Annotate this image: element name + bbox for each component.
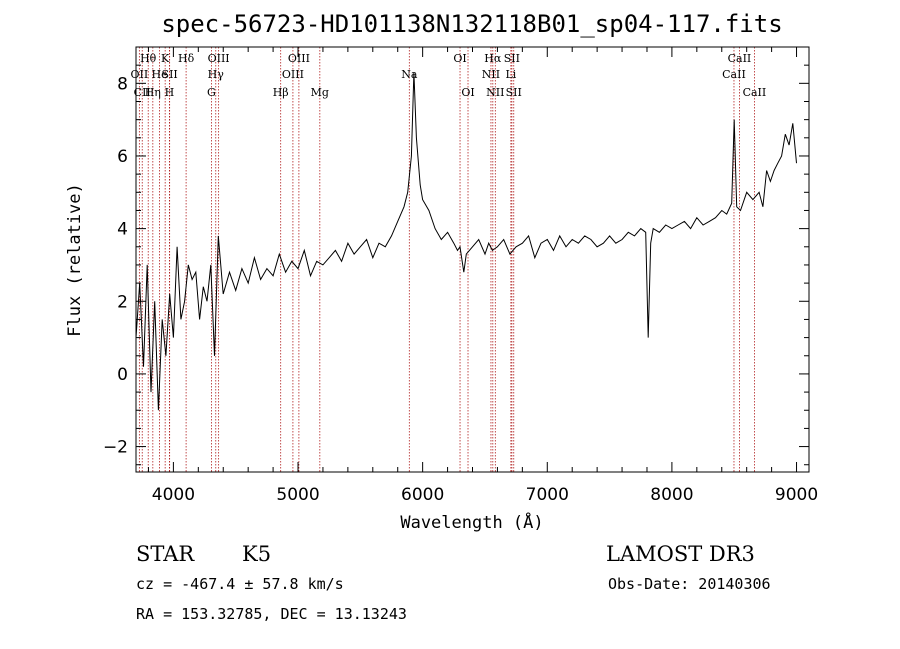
marker-label-4102: Hδ: [178, 52, 195, 65]
marker-label-8662: CaII: [743, 86, 767, 99]
x-tick-label-8000: 8000: [650, 485, 693, 505]
marker-label-6716: SII: [504, 52, 520, 65]
ra-dec-coordinates: RA = 153.32785, DEC = 13.13243: [136, 605, 407, 623]
spectral-line-markers: [138, 47, 755, 472]
marker-label-3968: H: [165, 86, 175, 99]
x-tick-label-5000: 5000: [276, 485, 319, 505]
x-axis-ticks: 4000 5000 6000 7000 8000 9000: [147, 47, 818, 505]
marker-label-3835: Hη: [145, 86, 161, 99]
redshift-cz: cz = -467.4 ± 57.8 km/s: [136, 575, 344, 593]
marker-label-5007: OIII: [288, 52, 310, 65]
marker-label-6364: OI: [461, 86, 474, 99]
marker-label-4340: Hγ: [208, 68, 225, 81]
object-subclass: K5: [242, 542, 271, 566]
marker-label-3889: He: [152, 68, 168, 81]
y-axis-label: Flux (relative): [65, 183, 85, 337]
marker-label-3970: SII: [162, 68, 178, 81]
marker-label-3727: OII: [131, 68, 149, 81]
marker-label-6731: SII: [506, 86, 522, 99]
marker-label-6583: NII: [486, 86, 504, 99]
marker-label-6563: Hα: [484, 52, 502, 65]
marker-label-8542: CaII: [728, 52, 752, 65]
marker-label-6548: NII: [482, 68, 500, 81]
y-tick-label-0: 0: [117, 365, 128, 385]
survey-name: LAMOST DR3: [606, 542, 755, 566]
marker-label-4305: G: [207, 86, 216, 99]
y-tick-label-2: 2: [117, 292, 128, 312]
chart-title: spec-56723-HD101138N132118B01_sp04-117.f…: [161, 10, 782, 38]
x-axis-label: Wavelength (Å): [400, 511, 543, 533]
x-tick-label-6000: 6000: [401, 485, 444, 505]
y-axis-ticks: −2 0 2 4 6 8: [103, 64, 809, 466]
spectrum-series-line: [135, 72, 797, 411]
marker-label-5175: Mg: [311, 86, 329, 99]
x-tick-label-7000: 7000: [526, 485, 569, 505]
x-tick-label-9000: 9000: [775, 485, 818, 505]
observation-date: Obs-Date: 20140306: [608, 575, 771, 593]
y-tick-label-8: 8: [117, 74, 128, 94]
y-tick-label-6: 6: [117, 147, 128, 167]
marker-label-6300: OI: [453, 52, 466, 65]
object-class: STAR: [136, 542, 195, 566]
marker-label-3934: K: [161, 52, 170, 65]
marker-label-4363: OIII: [208, 52, 230, 65]
marker-label-3798: Hθ: [140, 52, 157, 65]
marker-label-8498: CaII: [722, 68, 746, 81]
marker-label-5893: Na: [401, 68, 418, 81]
marker-label-3750: CII: [134, 86, 151, 99]
plot-frame: [135, 46, 810, 473]
marker-label-4959: OIII: [282, 68, 304, 81]
y-tick-label-4: 4: [117, 220, 128, 240]
y-tick-label--2: −2: [103, 438, 128, 458]
x-tick-label-4000: 4000: [152, 485, 195, 505]
marker-label-4861: Hβ: [273, 86, 289, 99]
marker-label-6708: Li: [505, 68, 516, 81]
